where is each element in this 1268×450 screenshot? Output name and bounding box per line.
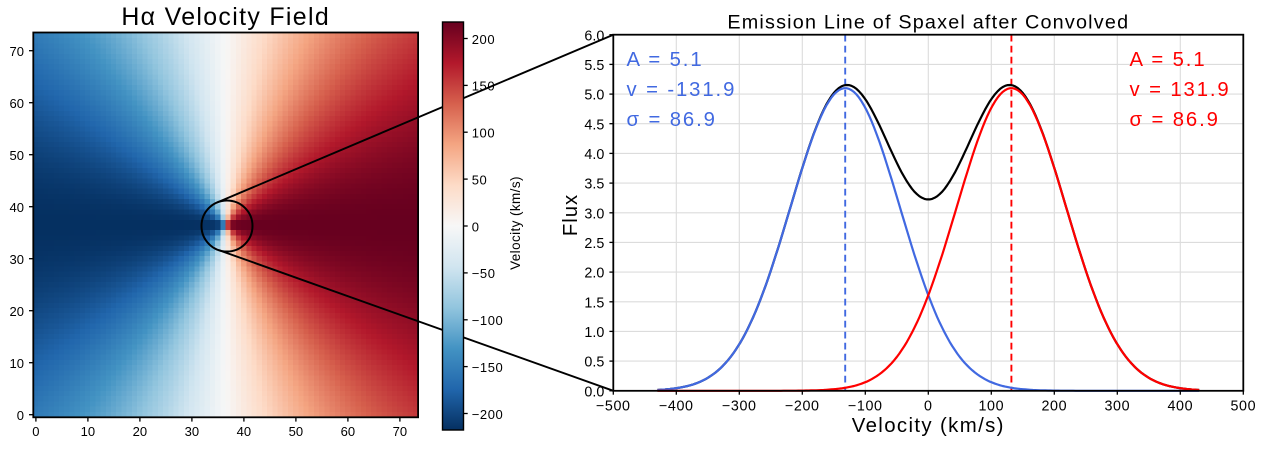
- svg-text:6.0: 6.0: [584, 28, 604, 44]
- svg-text:70: 70: [393, 424, 407, 439]
- svg-text:4.5: 4.5: [584, 117, 604, 133]
- svg-text:Emission Line of Spaxel after: Emission Line of Spaxel after Convolved: [727, 11, 1129, 33]
- svg-text:σ = 86.9: σ = 86.9: [627, 109, 717, 131]
- svg-text:100: 100: [978, 398, 1004, 414]
- svg-text:300: 300: [1104, 398, 1130, 414]
- svg-text:Hα Velocity Field: Hα Velocity Field: [121, 3, 330, 31]
- svg-text:200: 200: [472, 32, 496, 47]
- svg-text:0: 0: [472, 219, 480, 234]
- svg-text:200: 200: [1041, 398, 1067, 414]
- svg-text:100: 100: [472, 126, 496, 141]
- svg-text:−200: −200: [472, 407, 504, 422]
- svg-text:60: 60: [10, 96, 24, 111]
- svg-text:0: 0: [17, 408, 24, 423]
- svg-text:2.0: 2.0: [584, 266, 604, 282]
- svg-text:5.5: 5.5: [584, 58, 604, 74]
- svg-text:Flux: Flux: [560, 194, 582, 236]
- svg-text:5.0: 5.0: [584, 88, 604, 104]
- svg-text:3.5: 3.5: [584, 177, 604, 193]
- svg-text:10: 10: [81, 424, 95, 439]
- svg-text:400: 400: [1167, 398, 1193, 414]
- svg-text:1.0: 1.0: [584, 325, 604, 341]
- svg-text:A = 5.1: A = 5.1: [1130, 49, 1207, 71]
- svg-text:20: 20: [10, 304, 24, 319]
- svg-text:−100: −100: [848, 398, 883, 414]
- svg-text:0.0: 0.0: [584, 384, 604, 400]
- svg-text:60: 60: [341, 424, 355, 439]
- svg-text:v = -131.9: v = -131.9: [627, 79, 737, 101]
- svg-text:−300: −300: [722, 398, 757, 414]
- svg-text:40: 40: [237, 424, 251, 439]
- svg-text:70: 70: [10, 44, 24, 59]
- svg-text:2.5: 2.5: [584, 236, 604, 252]
- svg-text:−400: −400: [659, 398, 694, 414]
- svg-text:30: 30: [10, 252, 24, 267]
- svg-text:10: 10: [10, 356, 24, 371]
- svg-text:A = 5.1: A = 5.1: [627, 49, 704, 71]
- svg-text:0: 0: [32, 424, 39, 439]
- svg-text:3.0: 3.0: [584, 206, 604, 222]
- svg-text:1.5: 1.5: [584, 295, 604, 311]
- svg-text:4.0: 4.0: [584, 147, 604, 163]
- svg-text:v = 131.9: v = 131.9: [1130, 79, 1231, 101]
- svg-text:Velocity (km/s): Velocity (km/s): [852, 415, 1005, 437]
- svg-text:150: 150: [472, 79, 496, 94]
- svg-text:−50: −50: [472, 266, 496, 281]
- svg-text:500: 500: [1230, 398, 1256, 414]
- svg-text:20: 20: [133, 424, 147, 439]
- svg-text:50: 50: [289, 424, 303, 439]
- svg-text:40: 40: [10, 200, 24, 215]
- svg-text:0: 0: [924, 398, 933, 414]
- svg-text:0.5: 0.5: [584, 355, 604, 371]
- svg-text:−200: −200: [785, 398, 820, 414]
- svg-text:σ = 86.9: σ = 86.9: [1130, 109, 1220, 131]
- svg-text:30: 30: [185, 424, 199, 439]
- svg-text:−100: −100: [472, 313, 504, 328]
- svg-text:Velocity (km/s): Velocity (km/s): [508, 176, 523, 270]
- svg-text:50: 50: [10, 148, 24, 163]
- svg-text:−150: −150: [472, 360, 504, 375]
- svg-text:50: 50: [472, 172, 488, 187]
- svg-text:−500: −500: [596, 398, 631, 414]
